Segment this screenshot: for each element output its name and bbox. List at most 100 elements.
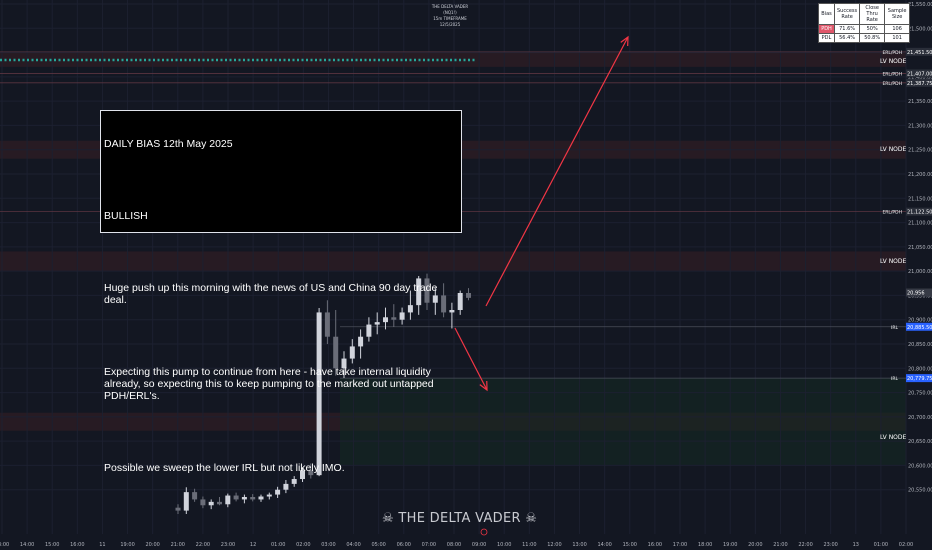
y-tick-label: 21,000.00 — [908, 269, 932, 275]
x-tick-label: 03:00 — [321, 542, 335, 548]
y-tick-label: 21,150.00 — [908, 196, 932, 202]
x-tick-label: 15:00 — [45, 542, 59, 548]
level-price-label: 21,451.50 — [907, 50, 932, 56]
candle-body — [225, 495, 231, 505]
stats-success-cell: 71.6% — [833, 24, 861, 34]
x-tick-label: 02:00 — [296, 542, 310, 548]
chart-header: THE DELTA VADER (NQ1!) 15m TIMEFRAME 12/… — [400, 4, 500, 28]
x-tick-label: 05:00 — [371, 542, 385, 548]
candle-body — [200, 499, 206, 506]
y-tick-label: 20,650.00 — [908, 439, 932, 445]
candle-body — [208, 501, 214, 506]
stats-close-thru-cell: 50% — [859, 24, 886, 34]
x-tick-label: 21:00 — [773, 542, 787, 548]
y-tick-label: 20,700.00 — [908, 415, 932, 421]
candle-body — [316, 312, 322, 476]
stats-header-success: Success Rate — [833, 3, 861, 25]
x-tick-label: 13:00 — [572, 542, 586, 548]
level-price-label: 21,122.50 — [907, 210, 932, 216]
level-price-box — [906, 374, 932, 383]
time-marker — [480, 528, 488, 536]
candle-body — [399, 312, 405, 320]
candle-body — [308, 470, 314, 476]
header-symbol: (NQ1!) — [443, 10, 457, 15]
level-price-label: 21,387.75 — [907, 81, 932, 87]
stats-close-thru-cell: 50.8% — [859, 33, 886, 43]
x-tick-label: 08:00 — [447, 542, 461, 548]
candle-body — [283, 483, 289, 490]
stats-bias-cell: PDL — [818, 33, 835, 43]
candle-body — [233, 495, 239, 500]
level-name-label: ERL/PDH — [882, 71, 902, 77]
y-tick-label: 21,200.00 — [908, 172, 932, 178]
lv-node-label: LV NODE — [880, 146, 907, 153]
x-tick-label: 16:00 — [70, 542, 84, 548]
note-paragraph-2: Expecting this pump to continue from her… — [104, 366, 437, 402]
candle-body — [349, 346, 355, 359]
y-tick-label: 21,050.00 — [908, 245, 932, 251]
lv-node-label: LV NODE — [880, 258, 907, 265]
level-name-label: IRL — [891, 325, 898, 331]
candle-body — [266, 494, 272, 497]
sweep-projection-arrow-head — [479, 380, 488, 392]
sweep-projection-arrow — [454, 327, 488, 391]
level-price-box — [906, 322, 932, 331]
candle-body — [258, 496, 264, 500]
lv-node-label: LV NODE — [880, 434, 907, 441]
stats-header-sample: Sample Size — [884, 3, 911, 25]
daily-bias-note[interactable]: DAILY BIAS 12th May 2025 BULLISH Huge pu… — [100, 110, 462, 474]
candle-body — [374, 322, 380, 325]
stats-row-pdh: PDH 71.6% 50% 106 — [818, 24, 911, 34]
candle-body — [291, 479, 297, 484]
x-tick-label: 23:00 — [221, 542, 235, 548]
x-tick-label: 21:00 — [171, 542, 185, 548]
candle-body — [358, 336, 364, 347]
watermark: ☠ THE DELTA VADER ☠ — [382, 511, 537, 526]
header-timeframe: 15m TIMEFRAME — [433, 16, 467, 21]
candle-body — [275, 489, 281, 495]
candle-body — [383, 317, 388, 323]
lv-node-label: LV NODE — [880, 58, 907, 65]
y-tick-label: 20,750.00 — [908, 391, 932, 397]
note-paragraph-3: Possible we sweep the lower IRL but not … — [104, 462, 345, 474]
x-tick-label: 04:00 — [346, 542, 360, 548]
x-tick-label: 20:00 — [145, 542, 159, 548]
x-tick-label: 02:00 — [899, 542, 913, 548]
stats-sample-cell: 101 — [884, 33, 911, 43]
level-name-label: ERL/PDH — [882, 210, 902, 216]
candle-body — [416, 278, 422, 306]
candle-body — [457, 293, 463, 310]
y-tick-label: 21,400.00 — [908, 75, 932, 81]
level-price-label: 21,407.00 — [907, 71, 932, 77]
x-tick-label: 14:00 — [20, 542, 34, 548]
x-tick-label: 13 — [853, 542, 859, 548]
x-tick-label: 14:00 — [597, 542, 611, 548]
y-tick-label: 20,600.00 — [908, 463, 932, 469]
y-tick-label: 21,250.00 — [908, 148, 932, 154]
candle-body — [300, 470, 305, 480]
x-tick-label: 10:00 — [497, 542, 511, 548]
candle-body — [366, 324, 372, 337]
x-tick-label: 12 — [250, 542, 256, 548]
level-price-label: 20,779.75 — [907, 376, 932, 382]
x-tick-label: 11:00 — [522, 542, 536, 548]
stats-success-cell: 56.4% — [833, 33, 861, 43]
x-tick-label: 09:00 — [472, 542, 486, 548]
level-price-label: 20,885.50 — [907, 325, 932, 331]
header-date: 12/5/2025 — [439, 22, 461, 27]
skull-icon: ☠ — [382, 511, 394, 526]
bullish-projection-arrow-head — [620, 35, 629, 47]
level-name-label: ERL/PDH — [882, 50, 902, 56]
candle-body — [391, 317, 397, 320]
watermark-text: THE DELTA VADER — [398, 511, 521, 526]
x-tick-label: 22:00 — [798, 542, 812, 548]
candle-body — [250, 497, 256, 500]
y-tick-label: 20,550.00 — [908, 488, 932, 494]
candle-body — [449, 310, 455, 313]
x-tick-label: 17:00 — [673, 542, 687, 548]
current-price-label: 20,956 — [907, 291, 925, 297]
candle-body — [175, 507, 181, 511]
candle-body — [192, 492, 198, 500]
stats-bias-cell: PDH — [818, 24, 835, 34]
